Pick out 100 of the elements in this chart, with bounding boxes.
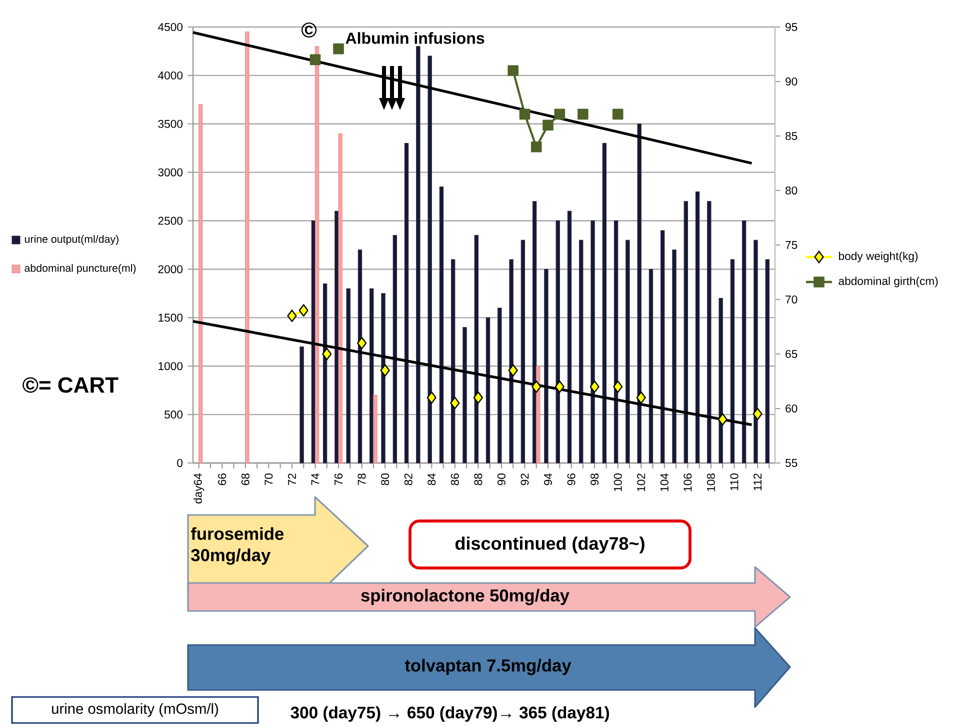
x-tick-label: 78	[358, 474, 366, 486]
point	[752, 408, 762, 420]
bar	[672, 250, 676, 464]
text: 300 (day75) → 650 (day79)→ 365 (day81)	[290, 706, 609, 722]
annotation: Albumin infusions	[346, 32, 484, 44]
y-tick-label: 2000	[158, 265, 183, 274]
x-tick-label: 102	[637, 474, 646, 492]
bar	[707, 201, 712, 464]
x-tick-label: 96	[567, 474, 576, 486]
x-tick-label: 112	[754, 474, 762, 490]
x-tick-label: 68	[241, 474, 250, 486]
y-tick-label: 1000	[158, 362, 183, 370]
bar	[373, 394, 378, 464]
y2-tick-label: 80	[786, 186, 798, 195]
point	[380, 364, 390, 377]
point	[333, 43, 344, 54]
bar	[381, 293, 386, 464]
bar	[509, 259, 514, 464]
y2-tick-label: 60	[786, 404, 798, 412]
text: discontinued (day78~)	[455, 536, 644, 554]
x-tick-label: 80	[381, 473, 390, 486]
bar	[765, 259, 770, 464]
text: tolvaptan 7.5mg/day	[404, 658, 572, 676]
bar	[626, 240, 630, 464]
bar	[742, 220, 746, 464]
legend-label: urine output(ml/day)	[24, 235, 118, 245]
point	[612, 108, 624, 120]
y2-tick-label: 75	[786, 241, 798, 249]
bar	[532, 201, 537, 464]
point	[356, 336, 367, 350]
point	[473, 391, 483, 404]
bar	[590, 220, 595, 464]
text: spironolactone 50mg/day	[361, 588, 570, 606]
bar	[322, 283, 328, 464]
point	[532, 380, 542, 393]
bar	[637, 124, 642, 464]
x-tick-label: 74	[311, 473, 320, 486]
bar	[536, 366, 540, 464]
point	[298, 304, 308, 317]
x-tick-label: 104	[660, 473, 668, 492]
bar	[579, 240, 584, 464]
bar	[730, 259, 735, 464]
bar	[544, 268, 548, 464]
bar	[695, 191, 700, 464]
x-tick-label: 72	[288, 474, 296, 486]
annotation: ©	[301, 22, 317, 38]
bar	[718, 298, 723, 464]
x-tick-label: 76	[334, 474, 343, 486]
x-tick-label: 84	[428, 473, 436, 486]
y-tick-label: 4500	[158, 23, 183, 32]
bar	[392, 235, 397, 464]
y-tick-label: 500	[164, 410, 183, 419]
x-tick-label: 70	[264, 473, 273, 486]
bar	[358, 250, 362, 464]
point	[322, 348, 332, 360]
x-tick-label: 88	[474, 474, 482, 486]
point	[310, 54, 321, 66]
bar	[439, 186, 444, 464]
x-tick-label: 100	[614, 473, 622, 492]
bar	[567, 210, 572, 464]
x-tick-label: 82	[404, 474, 412, 486]
bar	[498, 308, 502, 464]
y2-tick-label: 55	[786, 459, 798, 467]
point	[613, 380, 623, 393]
point	[636, 391, 646, 404]
y-tick-label: 3500	[158, 120, 183, 128]
bar	[614, 220, 618, 464]
bar	[451, 259, 456, 464]
y2-tick-label: 95	[786, 23, 798, 32]
bar	[198, 104, 203, 464]
y2-tick-label: 65	[786, 350, 798, 358]
bar	[660, 230, 665, 464]
x-tick-label: 94	[544, 473, 552, 486]
x-tick-label: 66	[218, 474, 226, 486]
bar	[404, 142, 409, 464]
point	[554, 380, 564, 393]
y-tick-label: 4000	[158, 71, 183, 80]
y-tick-label: 1500	[158, 314, 183, 322]
bar	[754, 240, 758, 464]
bar	[245, 32, 250, 464]
legend-label: abdominal girth(cm)	[838, 276, 938, 288]
bar	[314, 46, 320, 464]
bar	[300, 346, 304, 464]
bar	[416, 46, 420, 464]
legend-label: body weight(kg)	[839, 252, 918, 262]
x-tick-label: 86	[450, 474, 459, 486]
y2-tick-label: 85	[786, 132, 798, 140]
bar	[648, 268, 654, 464]
point	[590, 380, 600, 393]
x-tick-label: 98	[590, 474, 599, 486]
text: ©= CART	[22, 377, 118, 393]
x-tick-label: 110	[730, 473, 738, 490]
bar	[462, 327, 467, 464]
x-tick-label: 92	[520, 474, 529, 486]
y2-tick-label: 90	[786, 77, 798, 86]
bar	[486, 317, 490, 464]
bar	[338, 133, 342, 464]
point	[718, 413, 728, 426]
bar	[520, 240, 526, 464]
y-tick-label: 2500	[158, 216, 183, 225]
